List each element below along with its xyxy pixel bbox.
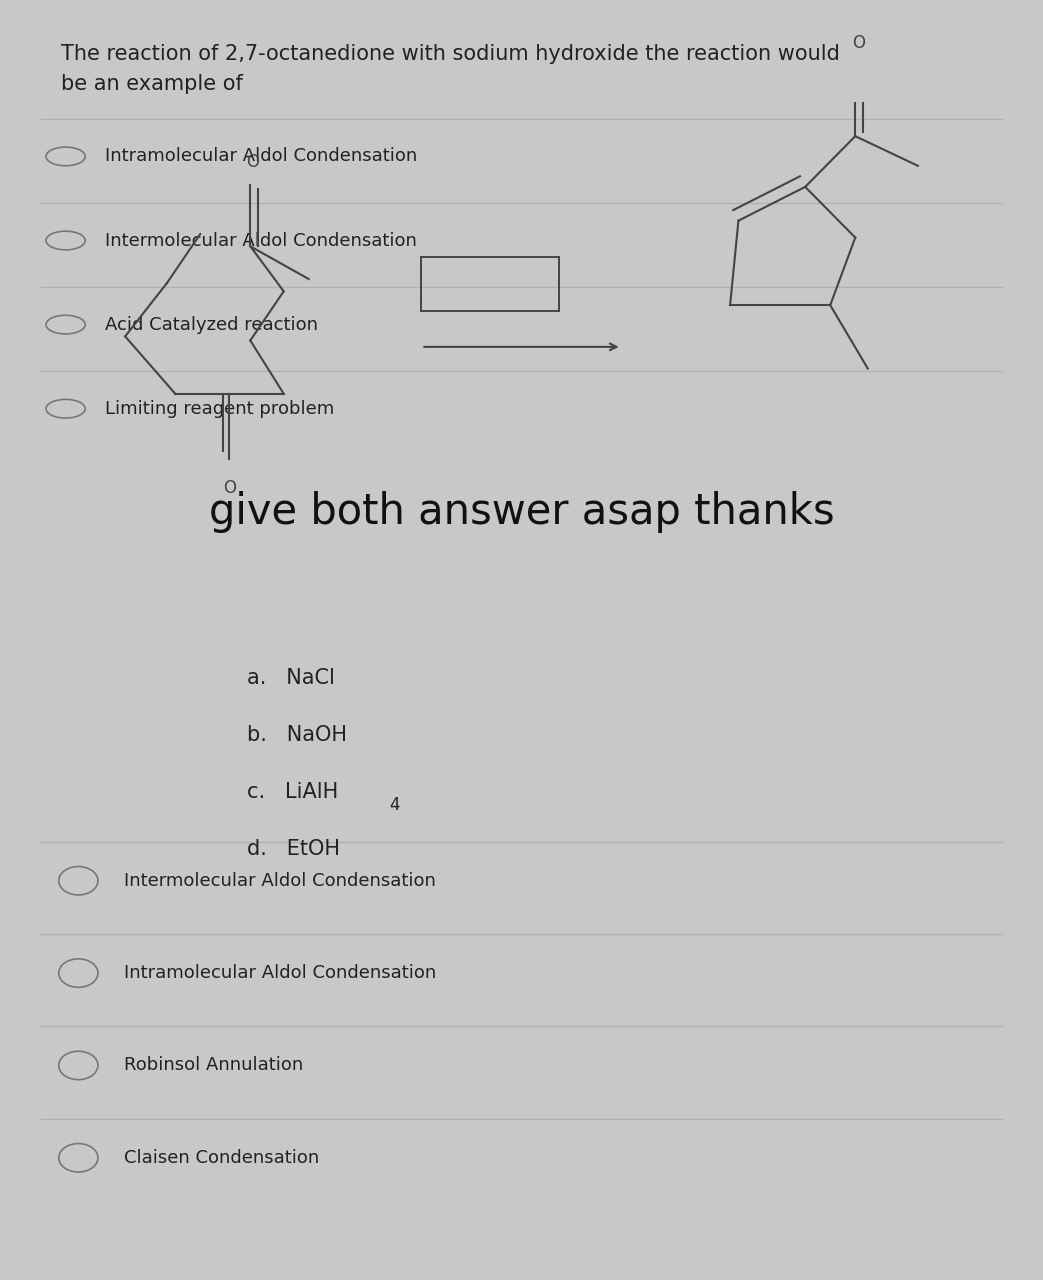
Text: O: O xyxy=(223,479,236,497)
Bar xyxy=(421,257,559,311)
Text: Robinsol Annulation: Robinsol Annulation xyxy=(124,1056,304,1074)
Text: 4: 4 xyxy=(389,796,399,814)
Text: Intramolecular Aldol Condensation: Intramolecular Aldol Condensation xyxy=(124,964,437,982)
Text: Acid Catalyzed reaction: Acid Catalyzed reaction xyxy=(104,316,318,334)
Text: Intermolecular Aldol Condensation: Intermolecular Aldol Condensation xyxy=(104,232,417,250)
Text: O: O xyxy=(852,35,865,52)
Text: b.   NaOH: b. NaOH xyxy=(247,724,347,745)
Text: Claisen Condensation: Claisen Condensation xyxy=(124,1148,320,1167)
Text: c.   LiAlH: c. LiAlH xyxy=(247,782,338,803)
Text: The reaction of 2,7-octanedione with sodium hydroxide the reaction would
be an e: The reaction of 2,7-octanedione with sod… xyxy=(60,45,840,93)
Text: give both answer asap thanks: give both answer asap thanks xyxy=(209,492,834,532)
Text: O: O xyxy=(246,154,259,172)
Text: Limiting reagent problem: Limiting reagent problem xyxy=(104,399,334,417)
Text: Intramolecular Aldol Condensation: Intramolecular Aldol Condensation xyxy=(104,147,417,165)
Text: d.   EtOH: d. EtOH xyxy=(247,838,340,859)
Text: Intermolecular Aldol Condensation: Intermolecular Aldol Condensation xyxy=(124,872,436,890)
Text: a.   NaCl: a. NaCl xyxy=(247,668,335,689)
